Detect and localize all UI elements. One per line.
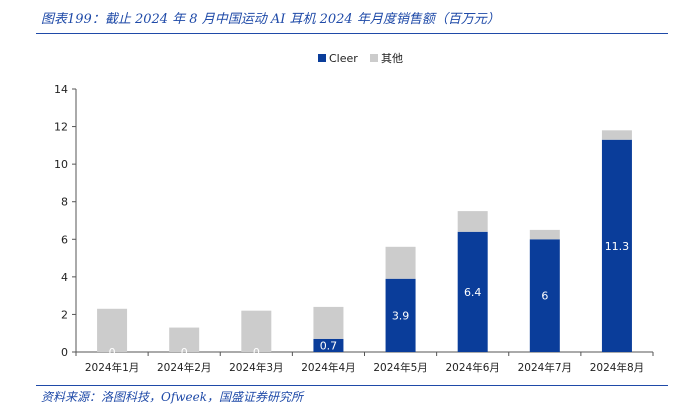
data-label-cleer: 6	[541, 290, 548, 303]
bar-cleer	[601, 139, 632, 352]
bar-cleer	[385, 278, 416, 352]
bar-cleer	[529, 239, 560, 352]
data-label-cleer: 11.3	[605, 240, 630, 253]
x-tick-label: 2024年2月	[157, 361, 211, 374]
bar-other	[457, 211, 488, 232]
x-tick-label: 2024年7月	[518, 361, 572, 374]
bar-other	[97, 308, 128, 352]
bar-other	[529, 229, 560, 240]
bottom-rule	[36, 385, 668, 386]
y-tick-label: 12	[54, 121, 68, 134]
x-tick-label: 2024年1月	[85, 361, 139, 374]
bar-cleer	[457, 231, 488, 352]
x-tick-label: 2024年4月	[301, 361, 355, 374]
y-tick-label: 8	[61, 196, 68, 209]
legend-swatch-other	[370, 54, 378, 62]
data-label-cleer: 3.9	[392, 309, 410, 322]
top-rule	[36, 33, 668, 34]
y-tick-label: 2	[61, 308, 68, 321]
legend-label-cleer: Cleer	[329, 52, 358, 65]
x-tick-label: 2024年8月	[590, 361, 644, 374]
x-tick-label: 2024年6月	[445, 361, 499, 374]
source-note: 资料来源：洛图科技，Ofweek，国盛证券研究所	[41, 390, 304, 404]
bar-other	[313, 306, 344, 339]
x-tick-label: 2024年3月	[229, 361, 283, 374]
bar-other	[241, 310, 272, 352]
bar-other	[169, 327, 200, 352]
y-tick-label: 4	[61, 271, 68, 284]
stacked-bar-chart: Cleer 其他 0 2 4 6 8 10 12 14 0 2024年1月 0 2024年2月 0 2024年…	[54, 52, 654, 374]
data-label-cleer: 0	[109, 346, 116, 359]
x-tick-label: 2024年5月	[373, 361, 427, 374]
y-tick-label: 0	[61, 346, 68, 359]
figure-caption: 图表199：截止 2024 年 8 月中国运动 AI 耳机 2024 年月度销售…	[41, 12, 500, 27]
bar-cleer	[313, 338, 344, 352]
y-tick-label: 14	[54, 83, 68, 96]
data-label-cleer: 6.4	[464, 286, 482, 299]
y-tick-label: 6	[61, 233, 68, 246]
bar-other	[601, 130, 632, 140]
legend-label-other: 其他	[381, 52, 403, 65]
data-label-cleer: 0.7	[320, 339, 338, 352]
y-tick-label: 10	[54, 158, 68, 171]
data-label-cleer: 0	[253, 346, 260, 359]
legend-swatch-cleer	[318, 54, 326, 62]
bar-other	[385, 246, 416, 279]
data-label-cleer: 0	[181, 346, 188, 359]
